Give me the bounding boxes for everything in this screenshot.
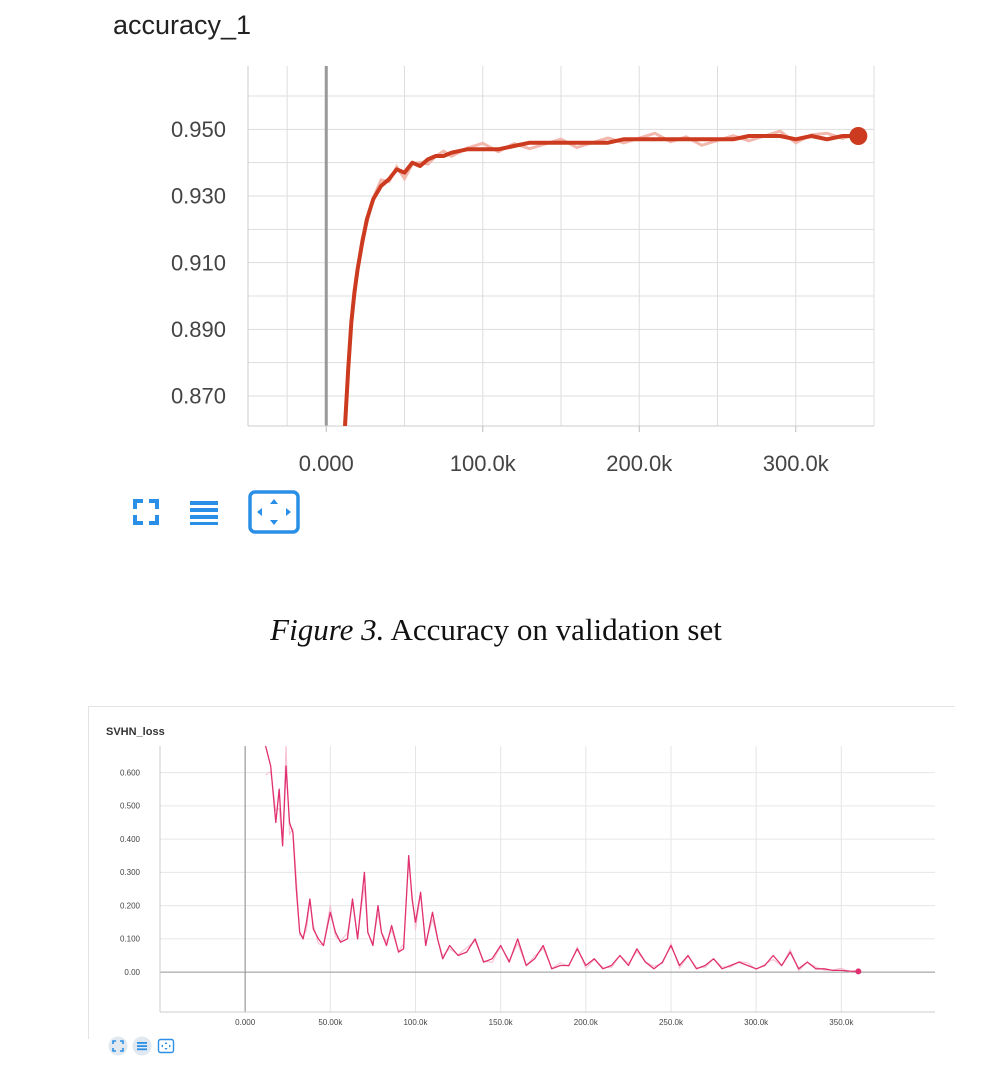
chart-title-2: SVHN_loss xyxy=(106,726,165,738)
x-tick-label: 200.0k xyxy=(606,451,673,476)
y-tick-label: 0.950 xyxy=(171,117,226,142)
chart-title: accuracy_1 xyxy=(113,10,252,40)
y-tick-label: 0.890 xyxy=(171,317,226,342)
chart-toolbar xyxy=(132,490,300,534)
y-tick-label: 0.910 xyxy=(171,250,226,275)
fit-domain-icon[interactable] xyxy=(156,1036,176,1056)
loss-chart-panel xyxy=(88,706,955,1039)
y-tick-label: 0.870 xyxy=(171,384,226,409)
caption-text: Accuracy on validation set xyxy=(390,612,722,647)
series-line xyxy=(343,134,859,426)
figure-label: Figure 3. xyxy=(270,612,385,647)
figure-caption: Figure 3. Accuracy on validation set xyxy=(0,612,992,648)
expand-icon[interactable] xyxy=(132,498,160,526)
y-tick-label: 0.930 xyxy=(171,184,226,209)
list-icon[interactable] xyxy=(190,498,218,526)
series-raw-line xyxy=(343,129,859,426)
x-tick-label: 300.0k xyxy=(763,451,830,476)
expand-icon[interactable] xyxy=(108,1036,128,1056)
fit-domain-icon[interactable] xyxy=(248,490,300,534)
series-end-point xyxy=(849,127,868,145)
x-tick-label: 100.0k xyxy=(450,451,517,476)
list-icon[interactable] xyxy=(132,1036,152,1056)
chart-toolbar-2 xyxy=(108,1036,176,1056)
accuracy-chart: 0.000 100.0k 200.0k 300.0k 0.950 0.930 0.910 0.… xyxy=(171,66,875,476)
x-tick-label: 0.000 xyxy=(299,451,354,476)
